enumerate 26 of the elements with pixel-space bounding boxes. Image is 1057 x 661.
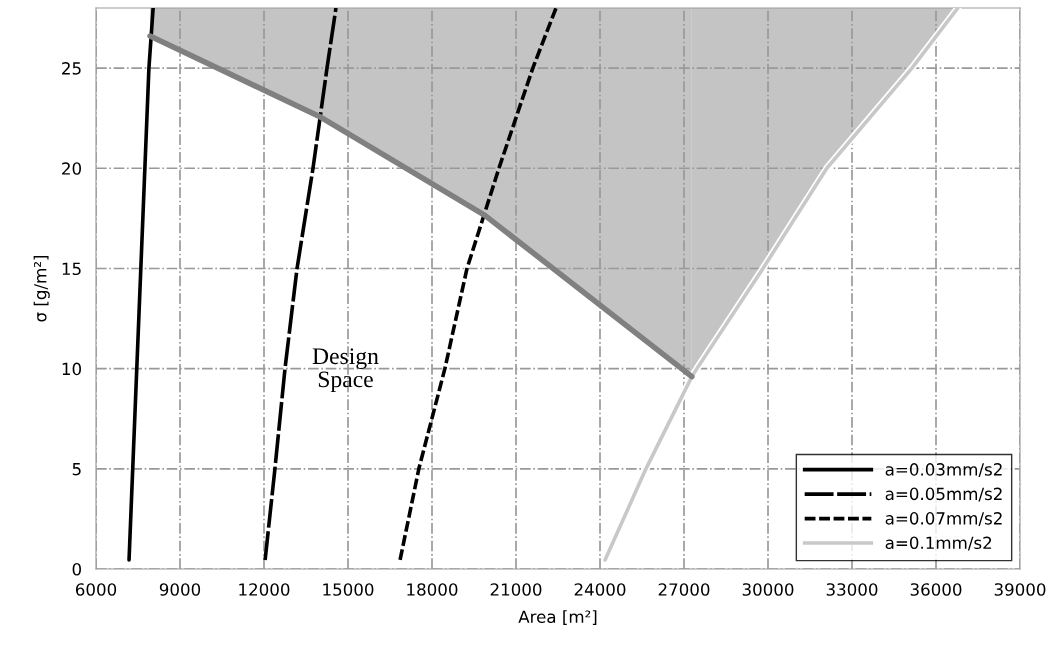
legend-label: a=0.05mm/s2 bbox=[885, 487, 1002, 502]
x-tick-label: 12000 bbox=[239, 583, 290, 596]
y-axis-title: σ [g/m²] bbox=[33, 255, 50, 322]
y-tick-label: 25 bbox=[62, 62, 81, 75]
x-tick-label: 15000 bbox=[323, 583, 374, 596]
legend-label: a=0.03mm/s2 bbox=[885, 463, 1002, 478]
y-tick-label: 20 bbox=[62, 162, 81, 175]
x-tick-label: 39000 bbox=[994, 583, 1046, 596]
x-tick-label: 18000 bbox=[407, 583, 458, 596]
x-tick-label: 21000 bbox=[490, 583, 542, 596]
legend-label: a=0.07mm/s2 bbox=[885, 512, 1002, 526]
y-tick-label: 5 bbox=[72, 463, 81, 476]
x-tick-label: 30000 bbox=[742, 583, 794, 596]
x-tick-label: 27000 bbox=[658, 583, 710, 596]
x-tick-label: 9000 bbox=[159, 583, 201, 596]
line-series bbox=[398, 8, 558, 562]
x-tick-label: 33000 bbox=[826, 583, 878, 596]
y-tick-label: 10 bbox=[62, 362, 81, 376]
y-tick-label: 0 bbox=[72, 562, 81, 576]
x-tick-label: 36000 bbox=[910, 583, 962, 596]
annotation: Design Space bbox=[312, 348, 379, 393]
y-tick-label: 15 bbox=[62, 262, 81, 276]
x-tick-label: 6000 bbox=[75, 583, 117, 596]
x-axis-title: Area [m²] bbox=[518, 610, 597, 625]
x-tick-label: 24000 bbox=[574, 583, 626, 596]
legend-label: a=0.1mm/s2 bbox=[885, 536, 992, 551]
